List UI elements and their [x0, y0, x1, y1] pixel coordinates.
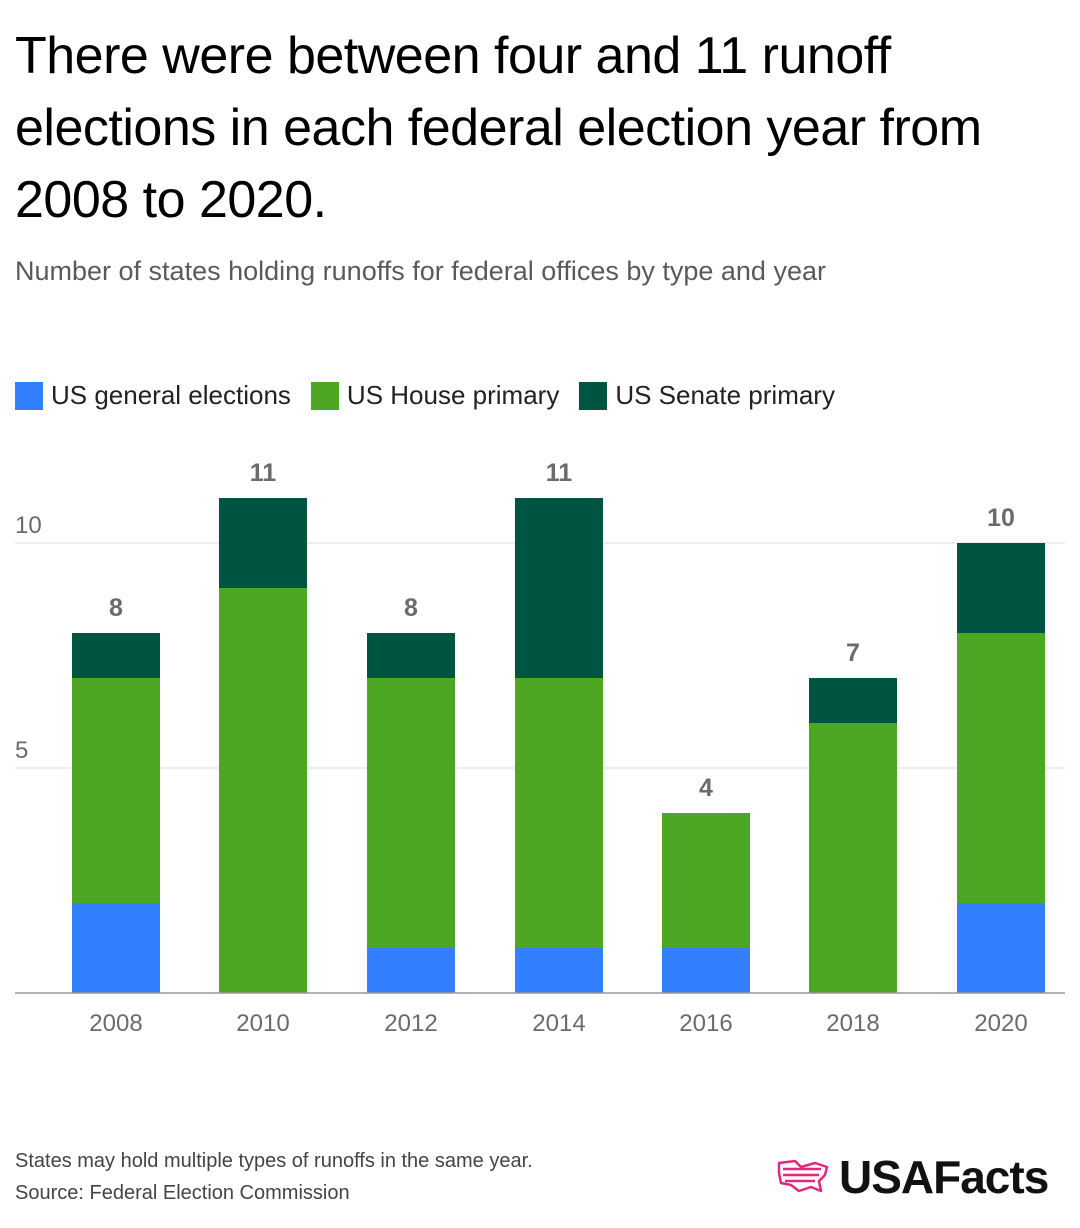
total-label-2012: 8	[404, 594, 418, 622]
legend-item-senate: US Senate primary	[579, 380, 835, 411]
bar-2016-house	[662, 813, 750, 948]
total-label-2018: 7	[846, 639, 860, 667]
bar-2016-general	[662, 948, 750, 993]
bar-2020-general	[957, 903, 1045, 993]
legend-swatch-house	[310, 381, 339, 410]
bar-2008-senate	[72, 633, 160, 678]
legend-item-house: US House primary	[310, 380, 560, 411]
bar-2014-senate	[515, 498, 603, 678]
legend-item-general: US general elections	[15, 380, 291, 411]
x-tick-label-2010: 2010	[236, 1010, 289, 1037]
stacked-bar-chart: 5 10 8 2008 11 2010 8 2012 11 2014 4 2016 7 2018 10 202…	[15, 459, 1065, 1037]
legend-label-general: US general elections	[51, 380, 291, 410]
x-tick-label-2016: 2016	[679, 1010, 732, 1037]
bar-2012-senate	[367, 633, 455, 678]
chart-title: There were between four and 11 runoff el…	[15, 27, 982, 229]
bar-2012-general	[367, 948, 455, 993]
bar-2008-general	[72, 903, 160, 993]
total-label-2010: 11	[250, 459, 277, 487]
bar-2014-house	[515, 678, 603, 948]
legend-label-senate: US Senate primary	[615, 380, 835, 410]
bar-2014-general	[515, 948, 603, 993]
bar-2010-senate	[219, 498, 307, 588]
legend: US general elections US House primary US…	[15, 380, 855, 411]
y-tick-label-10: 10	[15, 512, 42, 539]
legend-swatch-general	[15, 381, 43, 410]
bar-2008-house	[72, 678, 160, 903]
total-label-2008: 8	[109, 594, 123, 622]
source-note: Source: Federal Election Commission	[15, 1182, 350, 1204]
usafacts-logo: USAFacts	[775, 1150, 1049, 1204]
footnote: States may hold multiple types of runoff…	[15, 1150, 533, 1172]
bar-2012-house	[367, 678, 455, 948]
x-tick-label-2020: 2020	[974, 1010, 1027, 1037]
x-tick-label-2012: 2012	[384, 1010, 437, 1037]
y-tick-label-5: 5	[15, 737, 28, 764]
x-tick-label-2014: 2014	[532, 1010, 585, 1037]
total-label-2014: 11	[546, 459, 573, 487]
bar-2020-senate	[957, 543, 1045, 633]
bar-2018-senate	[809, 678, 897, 723]
bar-2010-house	[219, 588, 307, 993]
usa-map-flag-icon	[777, 1159, 829, 1193]
total-label-2020: 10	[987, 504, 1015, 532]
bar-2018-house	[809, 723, 897, 993]
x-tick-label-2018: 2018	[826, 1010, 879, 1037]
x-tick-label-2008: 2008	[89, 1010, 142, 1037]
legend-swatch-senate	[579, 381, 608, 410]
legend-label-house: US House primary	[346, 380, 560, 410]
bar-2020-house	[957, 633, 1045, 903]
total-label-2016: 4	[699, 774, 713, 802]
chart-subtitle: Number of states holding runoffs for fed…	[15, 256, 826, 286]
logo-text: USAFacts	[839, 1151, 1049, 1203]
